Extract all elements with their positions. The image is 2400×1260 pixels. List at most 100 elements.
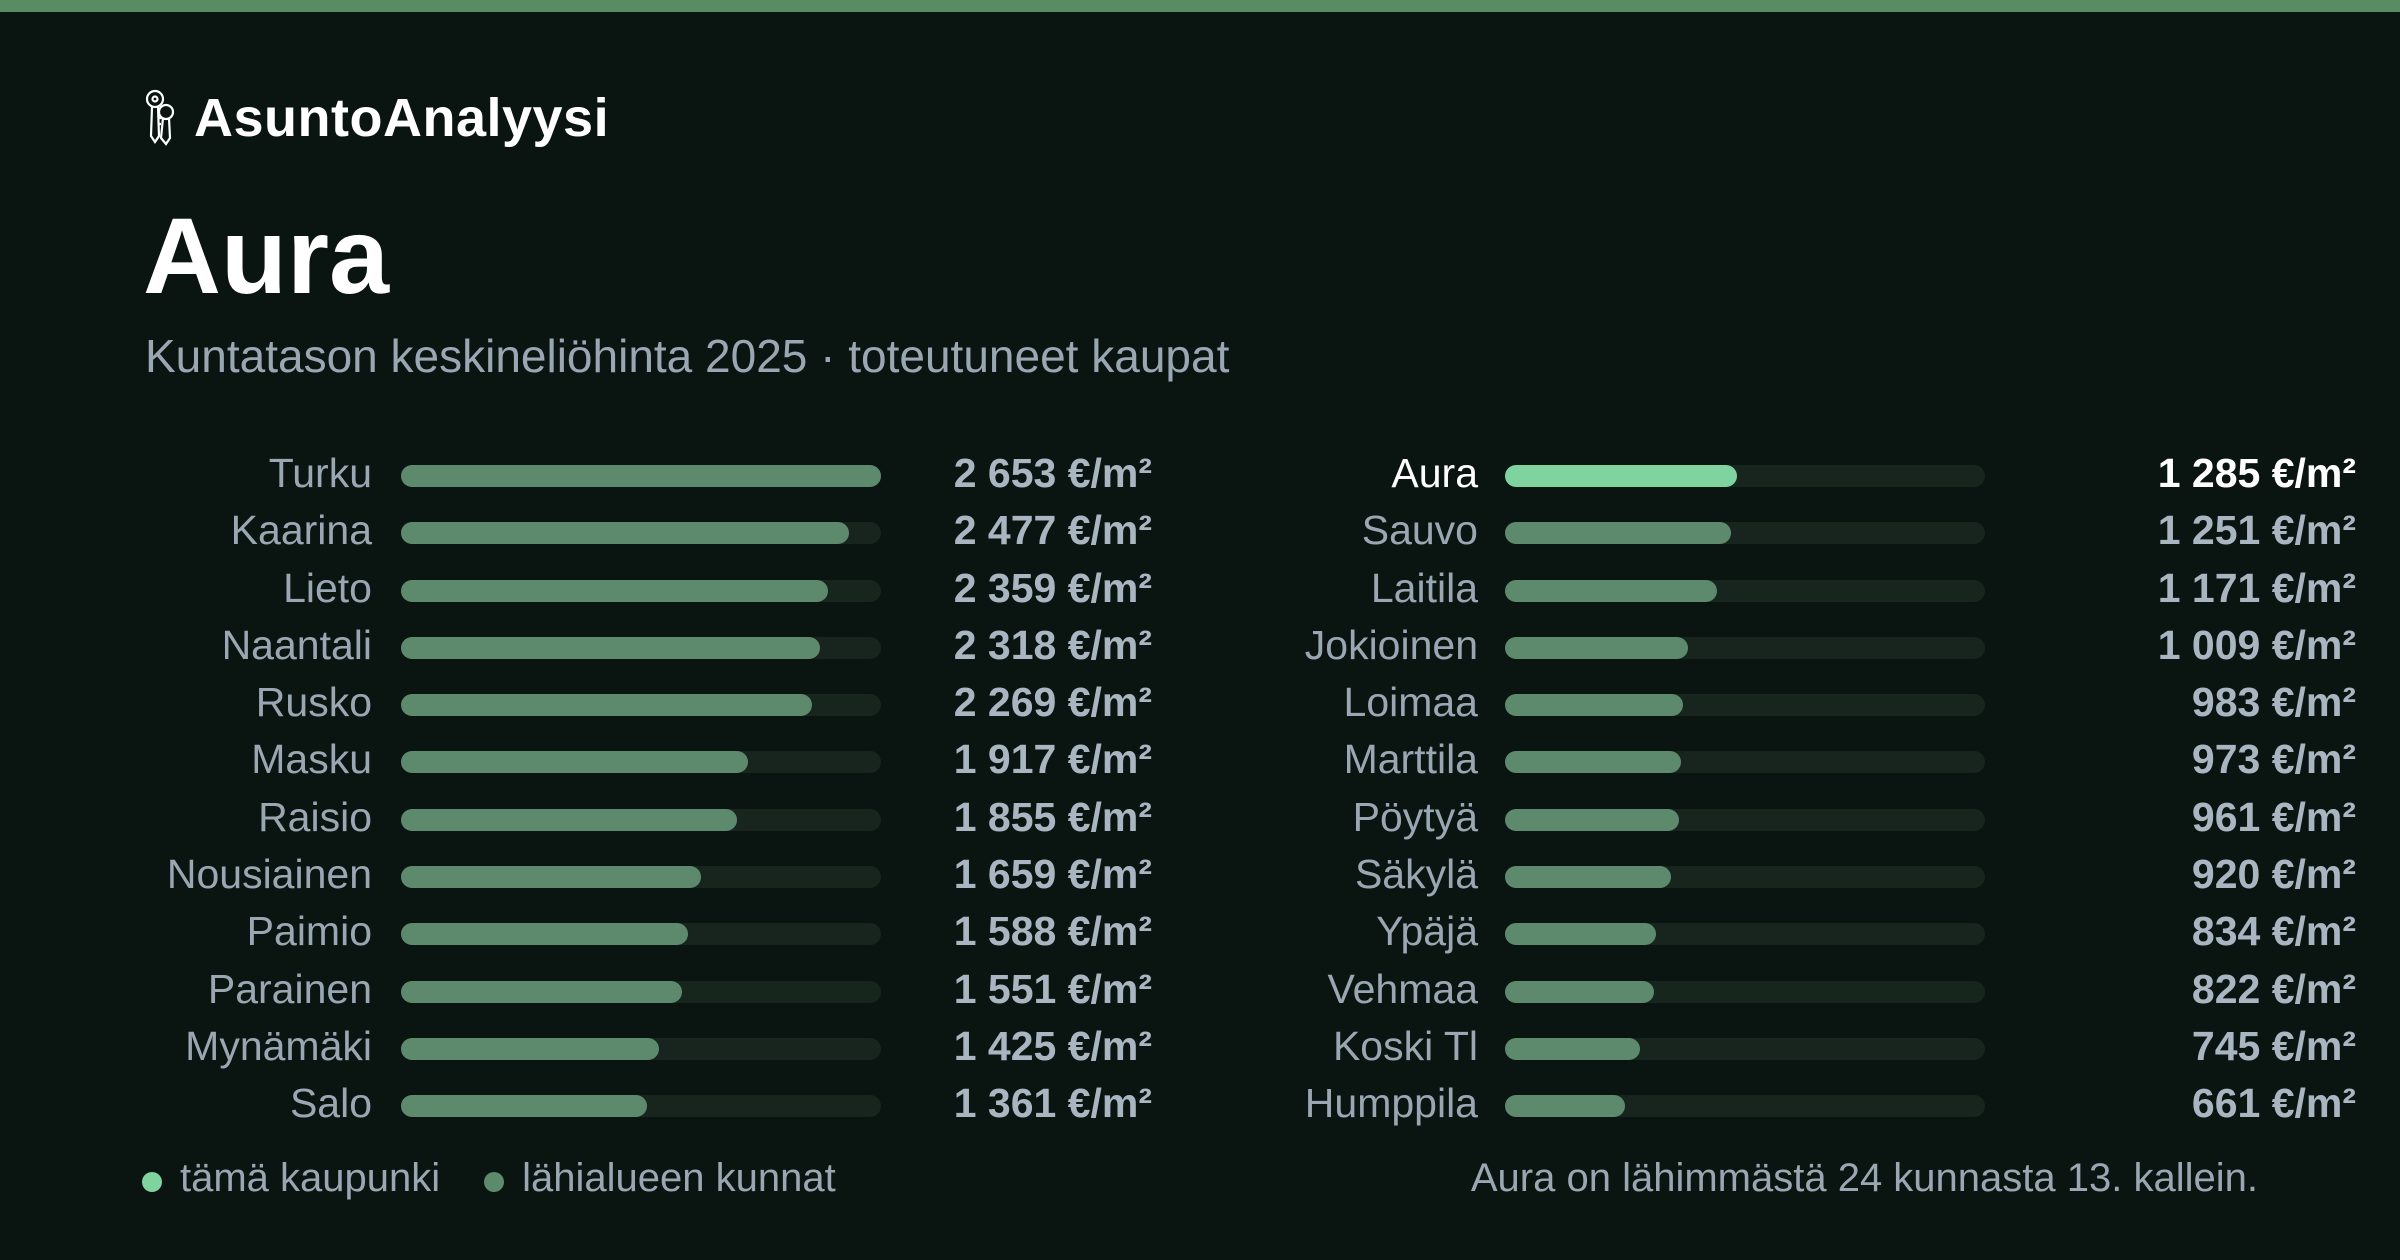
bar [1505, 808, 1679, 831]
bar-category-label: Säkylä [1354, 851, 1478, 898]
page-subtitle: Kuntatason keskineliöhinta 2025 · toteut… [145, 330, 1230, 382]
bar-category-label: Mynämäki [185, 1022, 372, 1069]
bar-track [401, 808, 881, 831]
bar-category-label: Masku [251, 736, 372, 783]
bar-track [401, 465, 881, 487]
bar-value-label: 2 477 €/m² [953, 507, 1152, 554]
bar-value-label: 1 659 €/m² [953, 851, 1152, 898]
bar [401, 579, 828, 602]
bar-track [1505, 866, 1985, 889]
page-title: Aura [143, 195, 390, 316]
legend-label-current: tämä kaupunki [180, 1155, 441, 1200]
bar [401, 636, 820, 659]
bar-value-label: 745 €/m² [2191, 1022, 2356, 1069]
bar-category-label: Aura [1391, 450, 1478, 496]
bar-category-label: Marttila [1343, 736, 1478, 783]
bar-value-label: 983 €/m² [2191, 679, 2356, 726]
bar-track [401, 522, 881, 545]
bar-track [401, 636, 881, 659]
bar-category-label: Parainen [207, 965, 372, 1012]
bar-value-label: 834 €/m² [2191, 908, 2356, 955]
bar-value-label: 1 361 €/m² [953, 1080, 1152, 1127]
bar-track [1505, 923, 1985, 946]
bar [401, 465, 881, 487]
bar-value-label: 2 318 €/m² [953, 621, 1152, 668]
legend-label-nearby: lähialueen kunnat [522, 1155, 836, 1200]
bar [1505, 636, 1688, 659]
bar-value-label: 1 171 €/m² [2157, 564, 2356, 611]
chart-legend: tämä kaupunki lähialueen kunnat [142, 1150, 880, 1206]
bar [401, 923, 688, 946]
bar [401, 1095, 647, 1118]
bar [1505, 751, 1681, 774]
bar-value-label: 2 359 €/m² [953, 564, 1152, 611]
bar-category-label: Koski Tl [1332, 1022, 1478, 1069]
top-accent-bar [0, 0, 2400, 12]
bar-track [401, 1095, 881, 1118]
bar [401, 751, 748, 774]
keys-icon [145, 89, 175, 146]
bar-track [1505, 980, 1985, 1003]
bar-category-label: Turku [268, 450, 372, 496]
rank-annotation: Aura on lähimmästä 24 kunnasta 13. kalle… [1470, 1156, 2258, 1200]
bar-value-label: 1 588 €/m² [953, 908, 1152, 955]
bar [401, 1037, 659, 1060]
bar-category-label: Laitila [1370, 564, 1478, 611]
bar [1505, 579, 1717, 602]
bar-category-label: Naantali [221, 621, 372, 668]
bar-value-label: 1 855 €/m² [953, 793, 1152, 840]
bar [401, 694, 812, 717]
bar [401, 980, 682, 1003]
bar-category-label: Sauvo [1361, 507, 1478, 554]
bar-category-label: Pöytyä [1352, 793, 1478, 840]
bar [1505, 694, 1683, 717]
legend-dot-current [142, 1172, 162, 1192]
bar-category-label: Loimaa [1343, 679, 1478, 726]
bar [1505, 1095, 1625, 1118]
bar-category-label: Jokioinen [1304, 621, 1478, 668]
bar-category-label: Nousiainen [166, 851, 372, 898]
bar-track [401, 980, 881, 1003]
bar [401, 866, 701, 889]
bar-track [1505, 808, 1985, 831]
legend-item-current: tämä kaupunki [142, 1156, 440, 1201]
bar-value-label: 1 425 €/m² [953, 1022, 1152, 1069]
bar-track [1505, 694, 1985, 717]
bar-category-label: Lieto [283, 564, 372, 611]
bar [1505, 923, 1656, 946]
bar-value-label: 822 €/m² [2191, 965, 2356, 1012]
bar-value-label: 961 €/m² [2191, 793, 2356, 840]
bar [401, 808, 737, 831]
bar-value-label: 1 009 €/m² [2157, 621, 2356, 668]
bar-value-label: 2 653 €/m² [953, 450, 1152, 496]
bar-track [1505, 579, 1985, 602]
brand-name: AsuntoAnalyysi [194, 88, 610, 148]
bar-category-label: Humppila [1304, 1080, 1478, 1127]
bar [1505, 465, 1737, 487]
bar-category-label: Kaarina [230, 507, 372, 554]
bar [401, 522, 849, 545]
bar-value-label: 920 €/m² [2191, 851, 2356, 898]
bar-track [1505, 636, 1985, 659]
bar-value-label: 1 285 €/m² [2157, 450, 2356, 496]
bar-value-label: 2 269 €/m² [953, 679, 1152, 726]
brand: AsuntoAnalyysi [140, 88, 609, 148]
bar-track [1505, 522, 1985, 545]
bar [1505, 866, 1671, 889]
bar-value-label: 973 €/m² [2191, 736, 2356, 783]
bar-track [401, 923, 881, 946]
legend-item-nearby: lähialueen kunnat [484, 1156, 836, 1201]
bar-track [401, 751, 881, 774]
bar-category-label: Salo [289, 1080, 372, 1127]
bar-track [401, 694, 881, 717]
bar-track [1505, 751, 1985, 774]
bar-track [401, 579, 881, 602]
bar [1505, 980, 1654, 1003]
bar-track [1505, 1037, 1985, 1060]
bar-category-label: Paimio [246, 908, 372, 955]
bar-value-label: 1 917 €/m² [953, 736, 1152, 783]
bar-track [1505, 465, 1985, 487]
bar-category-label: Vehmaa [1327, 965, 1478, 1012]
bar-track [401, 1037, 881, 1060]
bar-track [401, 866, 881, 889]
